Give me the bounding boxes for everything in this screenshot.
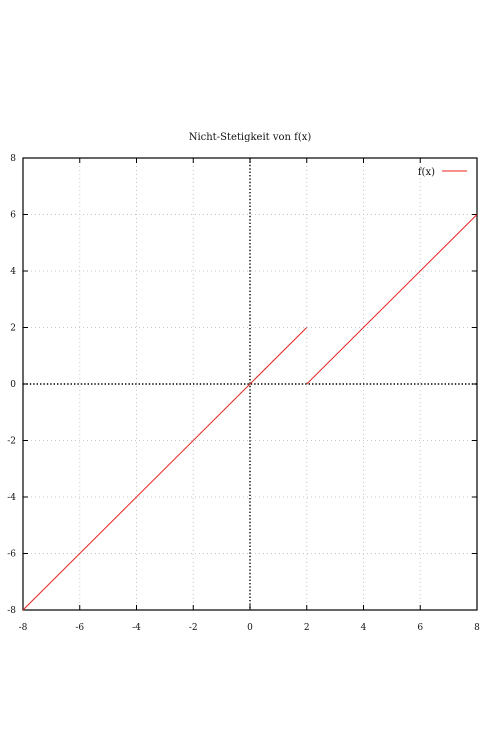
series-line-segment: [22, 327, 308, 611]
x-tick-label: 4: [361, 623, 367, 633]
x-tick-label: 0: [247, 623, 253, 633]
y-tick-label: -2: [7, 437, 16, 447]
y-tick-label: 2: [10, 324, 16, 334]
zero-axes: [23, 158, 477, 610]
y-tick-label: 4: [10, 267, 16, 277]
chart-title: Nicht-Stetigkeit von f(x): [189, 132, 312, 143]
y-tick-label: -4: [7, 493, 16, 503]
legend: f(x): [418, 167, 467, 178]
x-tick-label: -8: [19, 623, 28, 633]
series-layer: [22, 214, 478, 611]
ticks: -8 -6 -4 -2 0 2 4 6 8 -8 -6 -4 -2 0 2 4 6 8: [7, 154, 480, 633]
x-tick-label: 6: [417, 623, 423, 633]
series-line-segment: [306, 214, 478, 385]
y-tick-label: -8: [7, 606, 16, 616]
y-tick-label: 0: [10, 380, 16, 390]
legend-label: f(x): [418, 167, 435, 178]
x-tick-label: 2: [304, 623, 310, 633]
x-tick-label: -4: [132, 623, 141, 633]
grid: [23, 158, 477, 610]
x-tick-label: -2: [189, 623, 198, 633]
y-tick-label: 6: [10, 211, 16, 221]
y-tick-label: -6: [7, 550, 16, 560]
x-tick-label: -6: [75, 623, 84, 633]
y-tick-label: 8: [10, 154, 16, 164]
x-tick-label: 8: [474, 623, 480, 633]
